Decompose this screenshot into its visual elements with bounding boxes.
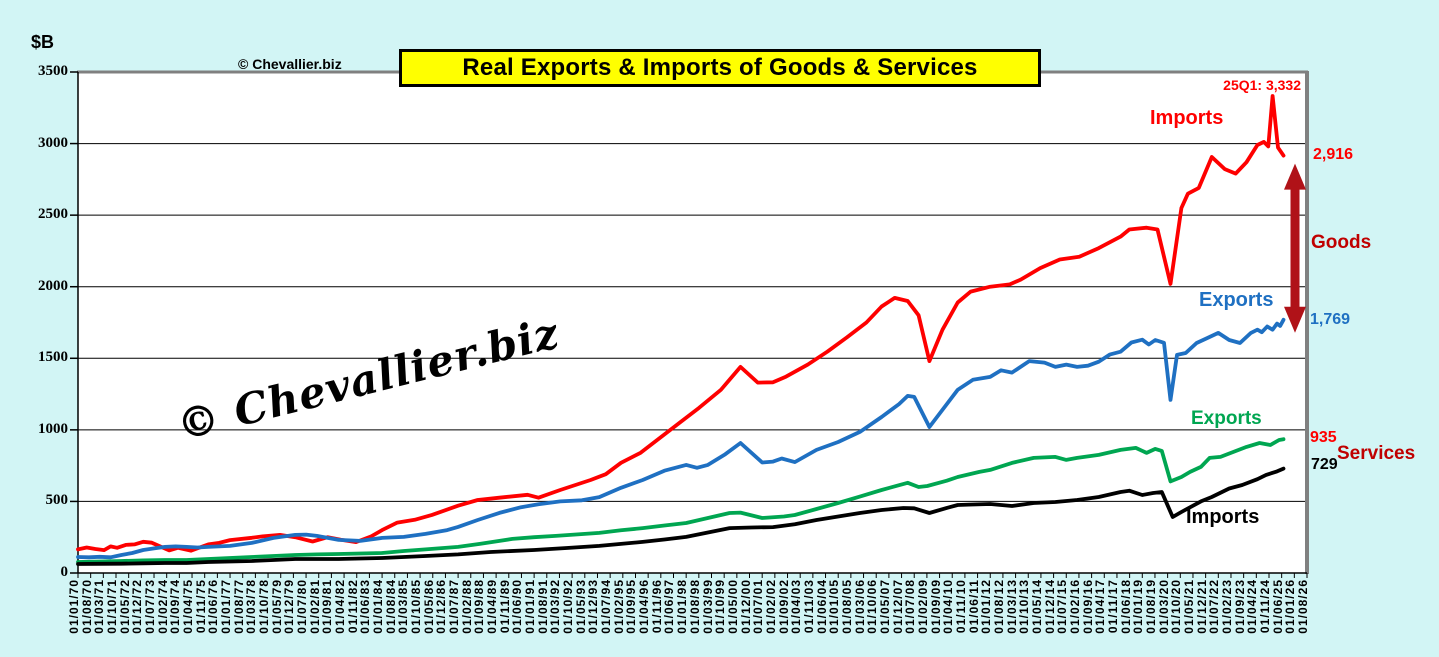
- y-tick-label: 500: [45, 492, 69, 509]
- x-tick-label: 01/10/85: [409, 579, 424, 634]
- y-tick-label: 2500: [38, 206, 68, 223]
- x-tick-label: 01/02/16: [1067, 579, 1082, 634]
- x-tick-label: 01/10/71: [105, 579, 119, 634]
- x-tick-label: 01/07/87: [447, 579, 462, 634]
- x-tick-label: 01/08/12: [991, 579, 1006, 634]
- x-tick-label: 01/11/24: [1257, 579, 1272, 634]
- x-tick-label: 01/11/10: [953, 579, 968, 634]
- series-line-exports-of-services: [76, 437, 1286, 564]
- exports-services-end-value: 935: [1310, 429, 1337, 446]
- copyright-text: © Chevallier.biz: [238, 56, 342, 72]
- x-tick-label: 01/08/05: [839, 579, 854, 634]
- x-tick-label: 01/04/75: [181, 579, 196, 634]
- series-line-imports-of-goods: [76, 94, 1286, 553]
- exports-goods-end-value: 1,769: [1310, 311, 1351, 328]
- y-axis-unit-label: $B: [31, 32, 55, 52]
- x-tick-label: 01/05/21: [1181, 579, 1196, 634]
- imports-peak-callout: 25Q1: 3,332: [1223, 77, 1301, 93]
- x-tick-label: 01/05/07: [877, 579, 892, 634]
- x-tick-label: 01/08/19: [1143, 579, 1158, 634]
- imports-services-end-value: 729: [1311, 456, 1338, 473]
- x-tick-label: 01/05/00: [725, 579, 740, 634]
- x-tick-label: 01/01/84: [371, 579, 386, 634]
- y-tick-label: 2000: [38, 277, 68, 294]
- x-tick-label: 01/02/09: [915, 579, 930, 634]
- goods-gap-label: Goods: [1311, 232, 1372, 253]
- x-tick-label: 01/02/02: [763, 579, 778, 634]
- plot-area: [78, 72, 1307, 573]
- y-tick-label: 1000: [38, 420, 68, 437]
- exports-services-series-label: Exports: [1191, 408, 1262, 429]
- x-tick-label: 01/08/26: [1296, 579, 1310, 634]
- x-tick-label: 01/10/78: [257, 579, 272, 634]
- x-tick-label: 01/05/14: [1029, 579, 1044, 634]
- x-tick-label: 01/01/70: [67, 579, 81, 634]
- services-gap-label: Services: [1337, 443, 1416, 464]
- x-tick-label: 01/11/17: [1105, 579, 1120, 634]
- chart-title: Real Exports & Imports of Goods & Servic…: [399, 49, 1041, 87]
- x-tick-label: 01/04/82: [333, 579, 348, 634]
- imports-goods-series-label: Imports: [1150, 107, 1224, 129]
- x-tick-label: 01/07/80: [295, 579, 310, 634]
- y-tick-label: 3500: [38, 63, 68, 79]
- imports-goods-end-value: 2,916: [1313, 146, 1354, 163]
- goods-gap-arrow: [1284, 163, 1306, 333]
- y-tick-label: 3000: [38, 134, 68, 151]
- x-tick-label: 01/02/23: [1219, 579, 1234, 634]
- x-tick-label: 01/08/98: [687, 579, 702, 634]
- y-tick-label: 0: [60, 564, 69, 580]
- x-tick-label: 01/01/91: [523, 579, 538, 634]
- series-line-imports-of-services: [76, 466, 1286, 566]
- x-tick-label: 01/01/77: [219, 579, 234, 634]
- x-tick-label: 01/04/89: [485, 579, 500, 634]
- exports-goods-series-label: Exports: [1199, 289, 1274, 311]
- x-tick-label: 01/11/03: [801, 579, 816, 634]
- series-line-exports-of-goods: [76, 317, 1286, 560]
- x-tick-label: 01/07/73: [143, 579, 158, 634]
- imports-services-series-label: Imports: [1186, 506, 1260, 528]
- y-tick-label: 1500: [38, 349, 68, 366]
